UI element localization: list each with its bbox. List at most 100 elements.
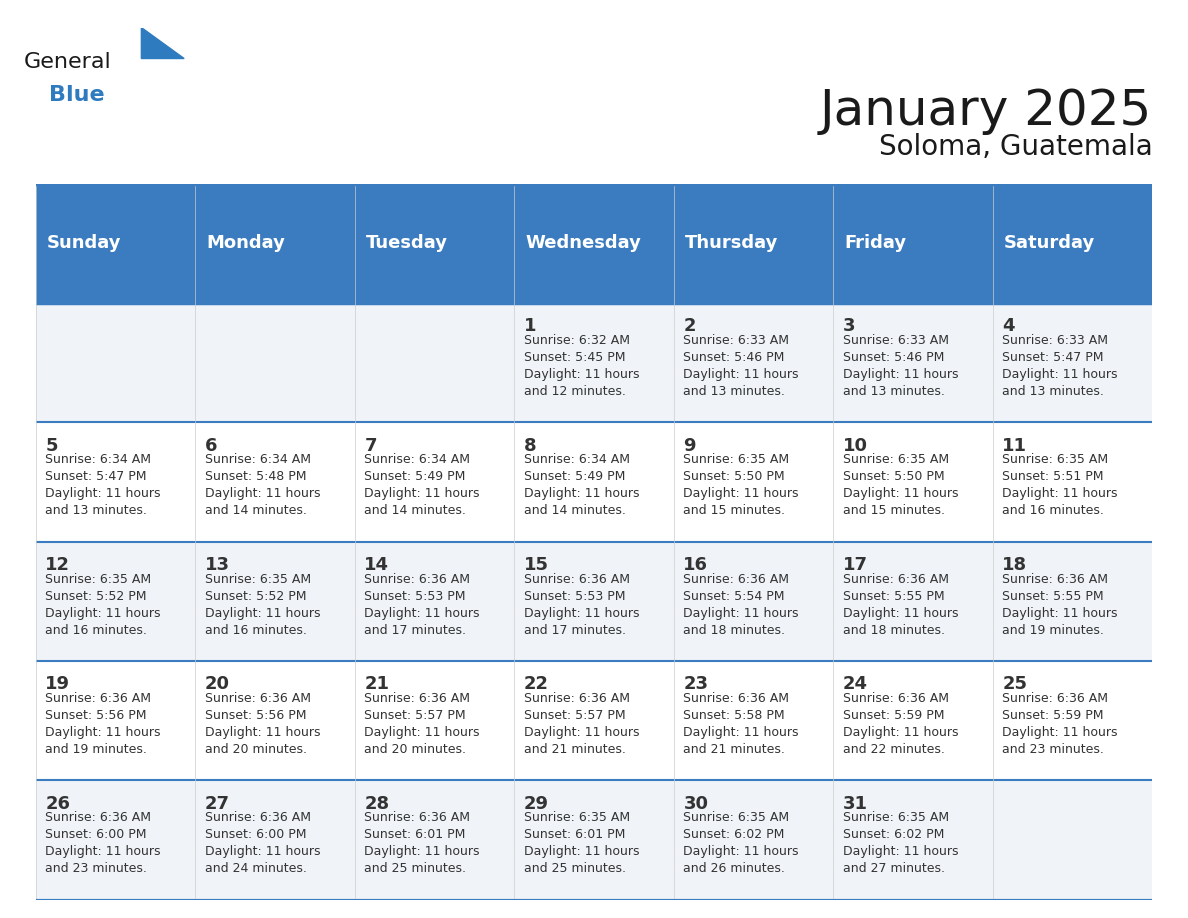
Text: Tuesday: Tuesday bbox=[366, 234, 448, 252]
Polygon shape bbox=[141, 28, 184, 59]
FancyBboxPatch shape bbox=[993, 184, 1152, 303]
Text: Sunrise: 6:36 AM
Sunset: 6:01 PM
Daylight: 11 hours
and 25 minutes.: Sunrise: 6:36 AM Sunset: 6:01 PM Dayligh… bbox=[365, 812, 480, 876]
FancyBboxPatch shape bbox=[355, 542, 514, 661]
Text: Sunrise: 6:35 AM
Sunset: 5:51 PM
Daylight: 11 hours
and 16 minutes.: Sunrise: 6:35 AM Sunset: 5:51 PM Dayligh… bbox=[1003, 453, 1118, 518]
Text: Sunrise: 6:36 AM
Sunset: 5:55 PM
Daylight: 11 hours
and 19 minutes.: Sunrise: 6:36 AM Sunset: 5:55 PM Dayligh… bbox=[1003, 573, 1118, 637]
Text: Sunrise: 6:34 AM
Sunset: 5:48 PM
Daylight: 11 hours
and 14 minutes.: Sunrise: 6:34 AM Sunset: 5:48 PM Dayligh… bbox=[204, 453, 321, 518]
FancyBboxPatch shape bbox=[674, 422, 833, 542]
Text: 18: 18 bbox=[1003, 556, 1028, 574]
Text: 10: 10 bbox=[842, 437, 868, 454]
FancyBboxPatch shape bbox=[355, 780, 514, 900]
Text: 29: 29 bbox=[524, 795, 549, 812]
FancyBboxPatch shape bbox=[355, 661, 514, 780]
FancyBboxPatch shape bbox=[36, 661, 195, 780]
Text: Friday: Friday bbox=[845, 234, 906, 252]
FancyBboxPatch shape bbox=[674, 661, 833, 780]
Text: 23: 23 bbox=[683, 676, 708, 693]
Text: 20: 20 bbox=[204, 676, 229, 693]
Text: Sunrise: 6:35 AM
Sunset: 6:02 PM
Daylight: 11 hours
and 26 minutes.: Sunrise: 6:35 AM Sunset: 6:02 PM Dayligh… bbox=[683, 812, 798, 876]
Text: 28: 28 bbox=[365, 795, 390, 812]
Text: Sunrise: 6:36 AM
Sunset: 5:59 PM
Daylight: 11 hours
and 23 minutes.: Sunrise: 6:36 AM Sunset: 5:59 PM Dayligh… bbox=[1003, 692, 1118, 756]
Text: 30: 30 bbox=[683, 795, 708, 812]
Text: Sunrise: 6:34 AM
Sunset: 5:49 PM
Daylight: 11 hours
and 14 minutes.: Sunrise: 6:34 AM Sunset: 5:49 PM Dayligh… bbox=[365, 453, 480, 518]
FancyBboxPatch shape bbox=[36, 303, 195, 422]
Text: Sunrise: 6:36 AM
Sunset: 5:53 PM
Daylight: 11 hours
and 17 minutes.: Sunrise: 6:36 AM Sunset: 5:53 PM Dayligh… bbox=[365, 573, 480, 637]
FancyBboxPatch shape bbox=[514, 661, 674, 780]
Text: Sunrise: 6:35 AM
Sunset: 5:50 PM
Daylight: 11 hours
and 15 minutes.: Sunrise: 6:35 AM Sunset: 5:50 PM Dayligh… bbox=[683, 453, 798, 518]
FancyBboxPatch shape bbox=[514, 542, 674, 661]
FancyBboxPatch shape bbox=[833, 542, 993, 661]
Text: Sunrise: 6:34 AM
Sunset: 5:47 PM
Daylight: 11 hours
and 13 minutes.: Sunrise: 6:34 AM Sunset: 5:47 PM Dayligh… bbox=[45, 453, 160, 518]
FancyBboxPatch shape bbox=[833, 780, 993, 900]
Text: General: General bbox=[24, 52, 112, 73]
FancyBboxPatch shape bbox=[993, 542, 1152, 661]
Text: Sunrise: 6:33 AM
Sunset: 5:47 PM
Daylight: 11 hours
and 13 minutes.: Sunrise: 6:33 AM Sunset: 5:47 PM Dayligh… bbox=[1003, 334, 1118, 398]
FancyBboxPatch shape bbox=[36, 780, 195, 900]
Text: Sunrise: 6:36 AM
Sunset: 5:56 PM
Daylight: 11 hours
and 20 minutes.: Sunrise: 6:36 AM Sunset: 5:56 PM Dayligh… bbox=[204, 692, 321, 756]
FancyBboxPatch shape bbox=[993, 661, 1152, 780]
Text: Sunrise: 6:35 AM
Sunset: 5:52 PM
Daylight: 11 hours
and 16 minutes.: Sunrise: 6:35 AM Sunset: 5:52 PM Dayligh… bbox=[204, 573, 321, 637]
FancyBboxPatch shape bbox=[514, 184, 674, 303]
FancyBboxPatch shape bbox=[36, 422, 195, 542]
Text: 3: 3 bbox=[842, 318, 855, 335]
FancyBboxPatch shape bbox=[36, 184, 195, 303]
FancyBboxPatch shape bbox=[833, 184, 993, 303]
Text: Sunrise: 6:36 AM
Sunset: 5:58 PM
Daylight: 11 hours
and 21 minutes.: Sunrise: 6:36 AM Sunset: 5:58 PM Dayligh… bbox=[683, 692, 798, 756]
Text: Sunrise: 6:36 AM
Sunset: 5:55 PM
Daylight: 11 hours
and 18 minutes.: Sunrise: 6:36 AM Sunset: 5:55 PM Dayligh… bbox=[842, 573, 959, 637]
FancyBboxPatch shape bbox=[195, 542, 355, 661]
Text: 26: 26 bbox=[45, 795, 70, 812]
Text: 12: 12 bbox=[45, 556, 70, 574]
Text: Sunrise: 6:35 AM
Sunset: 6:01 PM
Daylight: 11 hours
and 25 minutes.: Sunrise: 6:35 AM Sunset: 6:01 PM Dayligh… bbox=[524, 812, 639, 876]
Text: Sunrise: 6:33 AM
Sunset: 5:46 PM
Daylight: 11 hours
and 13 minutes.: Sunrise: 6:33 AM Sunset: 5:46 PM Dayligh… bbox=[683, 334, 798, 398]
FancyBboxPatch shape bbox=[833, 422, 993, 542]
FancyBboxPatch shape bbox=[195, 780, 355, 900]
FancyBboxPatch shape bbox=[514, 422, 674, 542]
Text: Sunrise: 6:34 AM
Sunset: 5:49 PM
Daylight: 11 hours
and 14 minutes.: Sunrise: 6:34 AM Sunset: 5:49 PM Dayligh… bbox=[524, 453, 639, 518]
Text: Sunrise: 6:35 AM
Sunset: 5:52 PM
Daylight: 11 hours
and 16 minutes.: Sunrise: 6:35 AM Sunset: 5:52 PM Dayligh… bbox=[45, 573, 160, 637]
FancyBboxPatch shape bbox=[195, 303, 355, 422]
FancyBboxPatch shape bbox=[674, 542, 833, 661]
Text: Sunrise: 6:36 AM
Sunset: 5:53 PM
Daylight: 11 hours
and 17 minutes.: Sunrise: 6:36 AM Sunset: 5:53 PM Dayligh… bbox=[524, 573, 639, 637]
Text: 9: 9 bbox=[683, 437, 696, 454]
FancyBboxPatch shape bbox=[514, 303, 674, 422]
Text: 4: 4 bbox=[1003, 318, 1015, 335]
Text: 11: 11 bbox=[1003, 437, 1028, 454]
Text: Sunrise: 6:33 AM
Sunset: 5:46 PM
Daylight: 11 hours
and 13 minutes.: Sunrise: 6:33 AM Sunset: 5:46 PM Dayligh… bbox=[842, 334, 959, 398]
Text: Sunrise: 6:35 AM
Sunset: 6:02 PM
Daylight: 11 hours
and 27 minutes.: Sunrise: 6:35 AM Sunset: 6:02 PM Dayligh… bbox=[842, 812, 959, 876]
FancyBboxPatch shape bbox=[355, 422, 514, 542]
Text: 2: 2 bbox=[683, 318, 696, 335]
FancyBboxPatch shape bbox=[993, 422, 1152, 542]
FancyBboxPatch shape bbox=[674, 184, 833, 303]
Text: 27: 27 bbox=[204, 795, 229, 812]
Text: Sunrise: 6:35 AM
Sunset: 5:50 PM
Daylight: 11 hours
and 15 minutes.: Sunrise: 6:35 AM Sunset: 5:50 PM Dayligh… bbox=[842, 453, 959, 518]
FancyBboxPatch shape bbox=[514, 780, 674, 900]
Text: 16: 16 bbox=[683, 556, 708, 574]
Text: Sunrise: 6:36 AM
Sunset: 5:59 PM
Daylight: 11 hours
and 22 minutes.: Sunrise: 6:36 AM Sunset: 5:59 PM Dayligh… bbox=[842, 692, 959, 756]
Text: 13: 13 bbox=[204, 556, 229, 574]
Text: 24: 24 bbox=[842, 676, 868, 693]
Text: Soloma, Guatemala: Soloma, Guatemala bbox=[879, 133, 1152, 162]
Text: 25: 25 bbox=[1003, 676, 1028, 693]
Text: 1: 1 bbox=[524, 318, 536, 335]
Text: 8: 8 bbox=[524, 437, 537, 454]
Text: Thursday: Thursday bbox=[685, 234, 778, 252]
FancyBboxPatch shape bbox=[36, 542, 195, 661]
Text: Wednesday: Wednesday bbox=[525, 234, 642, 252]
FancyBboxPatch shape bbox=[674, 303, 833, 422]
Text: Sunday: Sunday bbox=[46, 234, 121, 252]
Text: January 2025: January 2025 bbox=[820, 87, 1152, 135]
FancyBboxPatch shape bbox=[993, 780, 1152, 900]
Text: Sunrise: 6:36 AM
Sunset: 5:56 PM
Daylight: 11 hours
and 19 minutes.: Sunrise: 6:36 AM Sunset: 5:56 PM Dayligh… bbox=[45, 692, 160, 756]
Text: Sunrise: 6:32 AM
Sunset: 5:45 PM
Daylight: 11 hours
and 12 minutes.: Sunrise: 6:32 AM Sunset: 5:45 PM Dayligh… bbox=[524, 334, 639, 398]
FancyBboxPatch shape bbox=[355, 184, 514, 303]
FancyBboxPatch shape bbox=[993, 303, 1152, 422]
Text: 31: 31 bbox=[842, 795, 868, 812]
Text: 7: 7 bbox=[365, 437, 377, 454]
FancyBboxPatch shape bbox=[195, 422, 355, 542]
FancyBboxPatch shape bbox=[674, 780, 833, 900]
FancyBboxPatch shape bbox=[833, 661, 993, 780]
FancyBboxPatch shape bbox=[195, 661, 355, 780]
FancyBboxPatch shape bbox=[355, 303, 514, 422]
Text: Sunrise: 6:36 AM
Sunset: 6:00 PM
Daylight: 11 hours
and 23 minutes.: Sunrise: 6:36 AM Sunset: 6:00 PM Dayligh… bbox=[45, 812, 160, 876]
Text: 19: 19 bbox=[45, 676, 70, 693]
